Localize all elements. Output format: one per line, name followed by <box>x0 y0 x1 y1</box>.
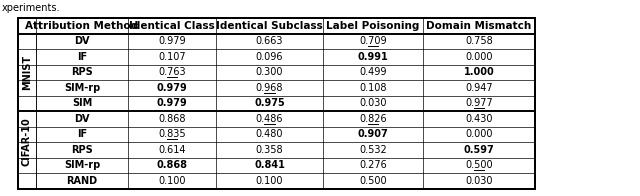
Text: IF: IF <box>77 52 87 62</box>
Text: IF: IF <box>77 129 87 139</box>
Text: 0.597: 0.597 <box>463 145 494 155</box>
Text: 0.826: 0.826 <box>359 114 387 124</box>
Text: DV: DV <box>74 36 90 46</box>
Text: xperiments.: xperiments. <box>2 3 61 13</box>
Text: 0.663: 0.663 <box>256 36 284 46</box>
Text: 0.358: 0.358 <box>256 145 284 155</box>
Text: 0.975: 0.975 <box>254 98 285 108</box>
Text: 0.841: 0.841 <box>254 160 285 170</box>
Text: 0.907: 0.907 <box>358 129 388 139</box>
Text: 0.500: 0.500 <box>465 160 493 170</box>
Text: 0.709: 0.709 <box>359 36 387 46</box>
Text: 0.100: 0.100 <box>158 176 186 186</box>
Text: 0.000: 0.000 <box>465 129 493 139</box>
Text: RPS: RPS <box>71 67 93 77</box>
Text: 1.000: 1.000 <box>463 67 494 77</box>
Text: 0.979: 0.979 <box>157 98 188 108</box>
Text: 0.835: 0.835 <box>158 129 186 139</box>
Text: 0.763: 0.763 <box>158 67 186 77</box>
Text: DV: DV <box>74 114 90 124</box>
Text: 0.300: 0.300 <box>256 67 284 77</box>
Text: 0.614: 0.614 <box>158 145 186 155</box>
Text: SIM: SIM <box>72 98 92 108</box>
Text: SIM-rp: SIM-rp <box>64 160 100 170</box>
Text: Identical Subclass: Identical Subclass <box>216 21 323 31</box>
Text: RPS: RPS <box>71 145 93 155</box>
Text: SIM-rp: SIM-rp <box>64 83 100 93</box>
Text: 0.030: 0.030 <box>359 98 387 108</box>
Text: 0.430: 0.430 <box>465 114 493 124</box>
Text: 0.499: 0.499 <box>359 67 387 77</box>
Text: 0.030: 0.030 <box>465 176 493 186</box>
Text: 0.758: 0.758 <box>465 36 493 46</box>
Text: 0.868: 0.868 <box>158 114 186 124</box>
Text: Attribution Method: Attribution Method <box>26 21 139 31</box>
Text: 0.107: 0.107 <box>158 52 186 62</box>
Text: 0.532: 0.532 <box>359 145 387 155</box>
Text: RAND: RAND <box>67 176 97 186</box>
Text: 0.100: 0.100 <box>256 176 284 186</box>
Text: MNIST: MNIST <box>22 55 32 90</box>
Text: 0.500: 0.500 <box>359 176 387 186</box>
Bar <box>18 18 535 189</box>
Text: Label Poisoning: Label Poisoning <box>326 21 420 31</box>
Text: 0.000: 0.000 <box>465 52 493 62</box>
Text: 0.991: 0.991 <box>358 52 388 62</box>
Text: 0.868: 0.868 <box>157 160 188 170</box>
Text: 0.968: 0.968 <box>256 83 284 93</box>
Text: 0.947: 0.947 <box>465 83 493 93</box>
Text: 0.276: 0.276 <box>359 160 387 170</box>
Text: Domain Mismatch: Domain Mismatch <box>426 21 532 31</box>
Text: 0.096: 0.096 <box>256 52 284 62</box>
Text: 0.979: 0.979 <box>157 83 188 93</box>
Text: CIFAR-10: CIFAR-10 <box>22 118 32 166</box>
Text: Identical Class: Identical Class <box>129 21 215 31</box>
Text: 0.486: 0.486 <box>256 114 284 124</box>
Text: 0.108: 0.108 <box>359 83 387 93</box>
Text: 0.979: 0.979 <box>158 36 186 46</box>
Text: 0.480: 0.480 <box>256 129 284 139</box>
Text: 0.977: 0.977 <box>465 98 493 108</box>
